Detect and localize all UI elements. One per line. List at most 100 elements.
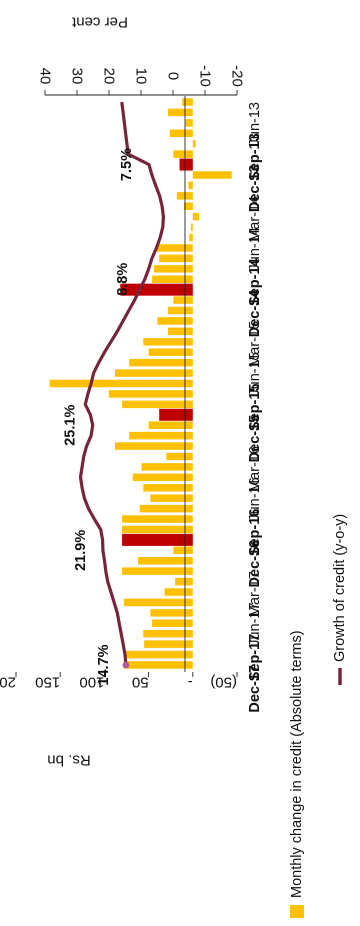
right-axis-tick-label: -20 (229, 65, 246, 87)
bar-Apr-14 (183, 202, 193, 211)
left-axis-label: Rs. bn (47, 752, 90, 769)
legend-label-bars: Monthly change in credit (Absolute terms… (289, 630, 305, 898)
right-axis-tick-label: 40 (37, 68, 54, 85)
x-tick-label: Mar-16 (247, 446, 263, 492)
x-tick-label: Sep-13 (247, 133, 263, 181)
left-axis-tick-label: 50 (132, 674, 149, 691)
bar-Aug-14 (155, 244, 193, 252)
bar-May-14 (192, 212, 199, 221)
bar-Jun-17 (123, 598, 193, 607)
right-axis-tick-label: 20 (101, 68, 118, 85)
x-tick-label: Dec-13 (247, 165, 263, 213)
x-tick-label: Mar-14 (247, 196, 263, 242)
bar-Nov-13 (173, 150, 193, 158)
bar-Mar-17 (122, 567, 193, 575)
bar-Dec-17 (123, 661, 193, 669)
bar-Dec-16 (122, 533, 193, 546)
data-label: 7.5% (119, 148, 135, 181)
data-label: 14.7% (96, 644, 112, 685)
bar-Sep-15 (49, 379, 193, 388)
bar-Feb-15 (168, 306, 193, 315)
legend-swatch-bars (290, 905, 304, 918)
left-axis-tick-label: 100 (79, 674, 104, 691)
growth-line (78, 101, 165, 666)
bar-Sep-17 (143, 629, 193, 638)
bar-Apr-16 (166, 452, 193, 461)
bar-Jul-14 (189, 233, 193, 242)
bar-Jun-16 (132, 473, 193, 482)
growth-line-end-marker (122, 661, 130, 669)
data-label: 25.1% (63, 405, 79, 446)
bar-Nov-14 (152, 275, 193, 283)
bar-May-16 (141, 463, 193, 471)
plot-area: 20015010050-(50)Rs. bn403020100-10-20Per… (0, 14, 348, 918)
x-tick-label: Mar-15 (247, 321, 263, 367)
bar-Feb-17 (137, 556, 193, 565)
bar-Mar-15 (157, 317, 193, 325)
left-axis-tick-label: 150 (35, 674, 60, 691)
bar-Dec-14 (120, 283, 193, 296)
x-tick-label: Jun-14 (247, 227, 263, 271)
right-axis-label: Per cent (71, 14, 128, 31)
bar-Aug-13 (185, 119, 193, 127)
bar-May-17 (164, 588, 193, 596)
x-tick-label: Dec-15 (247, 415, 263, 463)
bar-Aug-16 (150, 494, 193, 502)
bar-Aug-17 (152, 619, 193, 628)
bar-Jul-13 (168, 108, 193, 117)
bar-Oct-15 (108, 390, 193, 398)
bar-Jan-17 (173, 546, 193, 555)
bar-Apr-17 (175, 577, 193, 586)
legend-label-line: Growth of credit (y-o-y) (332, 514, 348, 662)
bar-Oct-17 (144, 640, 193, 648)
bar-Oct-13 (192, 139, 196, 148)
bar-Oct-16 (122, 515, 193, 523)
bar-Jul-15 (129, 358, 193, 367)
x-tick-label: Sep-14 (247, 258, 263, 306)
left-axis-tick-label: (50) (210, 674, 237, 691)
x-tick-label: Sep-16 (247, 509, 263, 557)
left-axis-tick-label: - (188, 674, 193, 691)
bar-Aug-15 (115, 369, 193, 377)
left-axis-tick-label: 200 (0, 674, 16, 691)
bar-Mar-16 (115, 442, 193, 450)
x-tick-label: Dec-14 (247, 290, 263, 338)
bar-Nov-15 (122, 400, 193, 409)
bar-Dec-15 (159, 408, 193, 421)
data-label: 8.8% (115, 263, 131, 296)
x-tick-label: Sep-15 (247, 384, 263, 432)
x-tick-label: Dec-16 (247, 540, 263, 588)
bar-Jun-15 (148, 348, 193, 356)
bar-Feb-16 (129, 431, 193, 440)
right-axis-tick-label: 0 (165, 72, 182, 80)
x-tick-label: Sep-17 (247, 634, 263, 682)
bar-Feb-14 (188, 181, 193, 190)
bar-Sep-13 (169, 129, 193, 138)
x-tick-label: Mar-17 (247, 571, 263, 617)
right-axis-tick-label: 30 (69, 68, 86, 85)
x-tick-label: Jun-15 (247, 352, 263, 396)
right-axis-tick-label: 10 (133, 68, 150, 85)
bar-Jun-13 (182, 98, 193, 106)
x-tick-label: Jun-16 (247, 477, 263, 521)
data-label: 21.9% (73, 530, 89, 571)
x-tick-label: Dec-17 (247, 665, 263, 713)
bar-Jan-16 (148, 421, 193, 429)
bar-Sep-14 (159, 254, 193, 263)
bar-Nov-17 (123, 650, 193, 659)
bar-Jul-17 (150, 609, 193, 617)
bar-Nov-16 (122, 525, 193, 534)
bar-Oct-14 (153, 265, 193, 273)
bar-Apr-15 (168, 327, 193, 336)
bar-Jun-14 (191, 223, 193, 231)
bar-Jan-15 (173, 296, 193, 304)
right-axis-tick-label: -10 (197, 65, 214, 87)
x-tick-label: Jun-13 (247, 102, 263, 146)
bar-Dec-13 (179, 158, 193, 171)
bar-Jul-16 (143, 484, 193, 492)
bar-Sep-16 (139, 504, 193, 513)
x-tick-label: Jun-17 (247, 602, 263, 646)
bar-May-15 (143, 338, 193, 346)
bar-Jan-14 (192, 171, 232, 179)
